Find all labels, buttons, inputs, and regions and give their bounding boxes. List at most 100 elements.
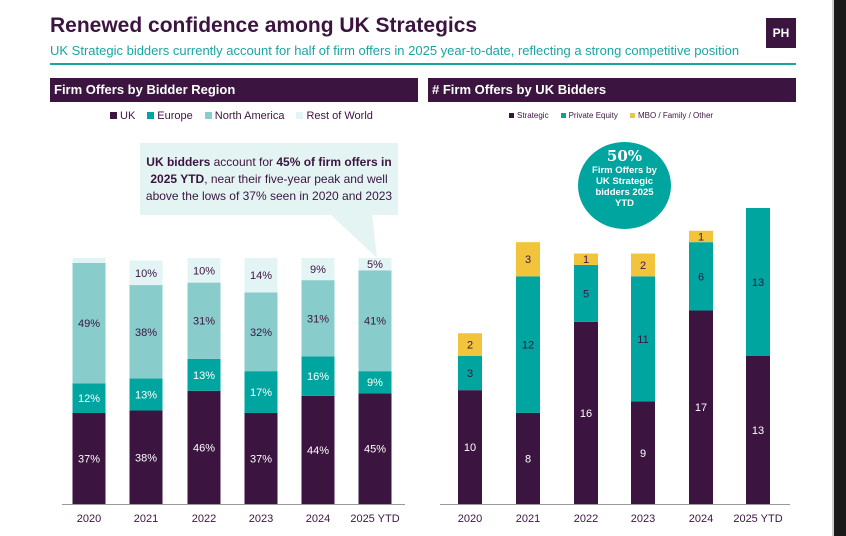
- bar-segment: [458, 333, 482, 356]
- x-tick-label: 2020: [458, 513, 482, 525]
- bar-segment: [244, 258, 278, 293]
- data-label: 41%: [364, 316, 386, 328]
- data-label: 16%: [307, 371, 329, 383]
- bar-segment: [516, 412, 540, 504]
- legend-swatch: [509, 113, 514, 118]
- legend-swatch: [629, 113, 635, 118]
- bar-segment: [129, 410, 163, 504]
- page-title: Renewed confidence among UK Strategics: [50, 14, 478, 37]
- x-tick-label: 2022: [192, 513, 216, 525]
- data-label: 45%: [364, 444, 386, 456]
- data-label: 11: [637, 334, 648, 346]
- bar-segment: [631, 253, 655, 277]
- data-label: 37%: [78, 453, 100, 465]
- bar-segment: [187, 282, 221, 359]
- legend-swatch: [204, 112, 212, 119]
- right-chart-title: # Firm Offers by UK Bidders: [428, 78, 796, 102]
- x-tick-label: 2025 YTD: [733, 513, 782, 525]
- x-tick-label: 2025 YTD: [350, 513, 399, 525]
- data-label: 3: [467, 368, 473, 380]
- legend-swatch: [110, 112, 117, 119]
- badge-value: 50%: [606, 147, 643, 165]
- bar-segment: [187, 390, 221, 504]
- callout-bold-2: 45% of firm offers in 2025 YTD: [150, 155, 392, 186]
- bar-segment: [689, 310, 713, 504]
- x-tick-label: 2024: [306, 513, 330, 525]
- bar-segment: [187, 258, 221, 283]
- bar-segment: [631, 401, 655, 504]
- data-label: 10: [464, 442, 476, 454]
- data-label: 1: [583, 254, 589, 266]
- bar-segment: [358, 371, 392, 394]
- data-label: 44%: [307, 445, 329, 457]
- callout: UK bidders account for 45% of firm offer…: [140, 143, 398, 215]
- data-label: 10%: [193, 265, 215, 277]
- legend-label: North America: [214, 110, 285, 122]
- x-tick-label: 2024: [689, 513, 713, 525]
- bar-segment: [516, 276, 540, 413]
- stat-badge: 50% Firm Offers by UK Strategic bidders …: [578, 142, 671, 229]
- bar-segment: [358, 258, 392, 271]
- data-label: 38%: [135, 327, 157, 339]
- legend-item: North America: [204, 110, 285, 122]
- callout-pointer: [330, 214, 377, 258]
- data-label: 5%: [367, 259, 383, 271]
- data-label: 13%: [135, 390, 157, 402]
- bar-segment: [574, 264, 598, 322]
- data-label: 9: [640, 448, 646, 460]
- callout-text-2: , near their five-year peak and well abo…: [145, 172, 393, 203]
- bar-segment: [129, 285, 163, 379]
- data-label: 12%: [78, 393, 100, 405]
- data-label: 17%: [250, 387, 272, 399]
- bar-segment: [358, 270, 392, 372]
- callout-text-1: account for: [210, 155, 277, 169]
- data-label: 17: [695, 402, 707, 414]
- data-label: 3: [525, 254, 531, 266]
- bar-segment: [301, 280, 335, 357]
- data-label: 13: [752, 277, 764, 289]
- bar-segment: [244, 371, 278, 413]
- data-label: 31%: [307, 313, 329, 325]
- bar-segment: [301, 395, 335, 504]
- data-label: 8: [525, 453, 531, 465]
- legend-item: Strategic: [509, 111, 549, 120]
- legend-label: Strategic: [517, 111, 549, 120]
- data-label: 12: [522, 340, 534, 352]
- legend-label: Rest of World: [306, 110, 373, 122]
- bar-segment: [187, 358, 221, 391]
- bar-segment: [244, 292, 278, 372]
- page-subtitle: UK Strategic bidders currently account f…: [50, 43, 740, 58]
- bar-segment: [301, 356, 335, 396]
- bar-segment: [72, 258, 106, 263]
- bar-segment: [746, 208, 770, 356]
- legend-swatch: [560, 113, 566, 118]
- x-tick-label: 2020: [77, 513, 101, 525]
- left-legend: UK Europe North America Rest of World: [110, 110, 373, 122]
- data-label: 5: [583, 288, 589, 300]
- legend-item: Rest of World: [296, 110, 373, 122]
- right-legend: Strategic Private Equity MBO / Family / Ot…: [509, 111, 713, 120]
- bar-segment: [301, 258, 335, 281]
- bar-segment: [746, 356, 770, 504]
- data-label: 13%: [193, 370, 215, 382]
- bar-segment: [72, 262, 106, 384]
- legend-label: Private Equity: [568, 111, 618, 120]
- window-border: [834, 0, 846, 536]
- x-tick-label: 2023: [631, 513, 655, 525]
- bar-segment: [574, 321, 598, 504]
- data-label: 10%: [135, 268, 157, 280]
- data-label: 9%: [310, 264, 326, 276]
- legend-swatch: [147, 112, 155, 119]
- bar-segment: [72, 412, 106, 504]
- window-edge: [832, 0, 834, 536]
- x-tick-label: 2023: [249, 513, 273, 525]
- data-label: 2: [467, 340, 473, 352]
- data-label: 1: [698, 231, 704, 243]
- data-label: 31%: [193, 316, 215, 328]
- data-label: 46%: [193, 442, 215, 454]
- legend-item: Europe: [147, 110, 193, 122]
- data-label: 2: [640, 260, 646, 272]
- logo: PH: [766, 18, 796, 48]
